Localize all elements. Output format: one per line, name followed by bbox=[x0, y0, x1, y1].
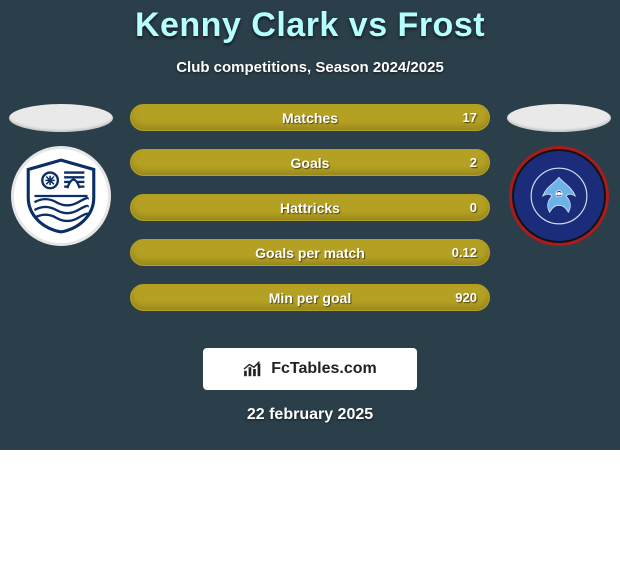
comparison-date: 22 february 2025 bbox=[0, 406, 620, 424]
left-player-column bbox=[6, 104, 116, 334]
stat-label: Hattricks bbox=[131, 200, 489, 216]
subtitle: Club competitions, Season 2024/2025 bbox=[0, 59, 620, 76]
left-player-photo-placeholder bbox=[9, 104, 113, 132]
attribution-badge: FcTables.com bbox=[203, 348, 417, 390]
stat-bar: Matches 17 bbox=[130, 104, 490, 131]
left-club-badge bbox=[11, 146, 111, 246]
southend-crest-icon bbox=[22, 157, 100, 235]
stat-bar: Hattricks 0 bbox=[130, 194, 490, 221]
stat-label: Goals bbox=[131, 155, 489, 171]
stat-right-value: 17 bbox=[463, 110, 477, 125]
aldershot-crest-icon bbox=[530, 167, 588, 225]
stat-right-value: 0.12 bbox=[452, 245, 477, 260]
stat-label: Matches bbox=[131, 110, 489, 126]
stat-bar: Min per goal 920 bbox=[130, 284, 490, 311]
stat-bar: Goals per match 0.12 bbox=[130, 239, 490, 266]
stat-right-value: 0 bbox=[470, 200, 477, 215]
stats-bars: Matches 17 Goals 2 Hattricks 0 Goals per… bbox=[130, 104, 490, 311]
comparison-card: Kenny Clark vs Frost Club competitions, … bbox=[0, 0, 620, 450]
barchart-icon bbox=[243, 360, 265, 378]
page-title: Kenny Clark vs Frost bbox=[0, 6, 620, 45]
right-club-badge bbox=[509, 146, 609, 246]
attribution-text: FcTables.com bbox=[271, 360, 377, 378]
stat-label: Min per goal bbox=[131, 290, 489, 306]
comparison-arena: Matches 17 Goals 2 Hattricks 0 Goals per… bbox=[0, 104, 620, 334]
stat-label: Goals per match bbox=[131, 245, 489, 261]
stat-right-value: 920 bbox=[455, 290, 477, 305]
right-player-photo-placeholder bbox=[507, 104, 611, 132]
stat-right-value: 2 bbox=[470, 155, 477, 170]
stat-bar: Goals 2 bbox=[130, 149, 490, 176]
right-player-column bbox=[504, 104, 614, 334]
